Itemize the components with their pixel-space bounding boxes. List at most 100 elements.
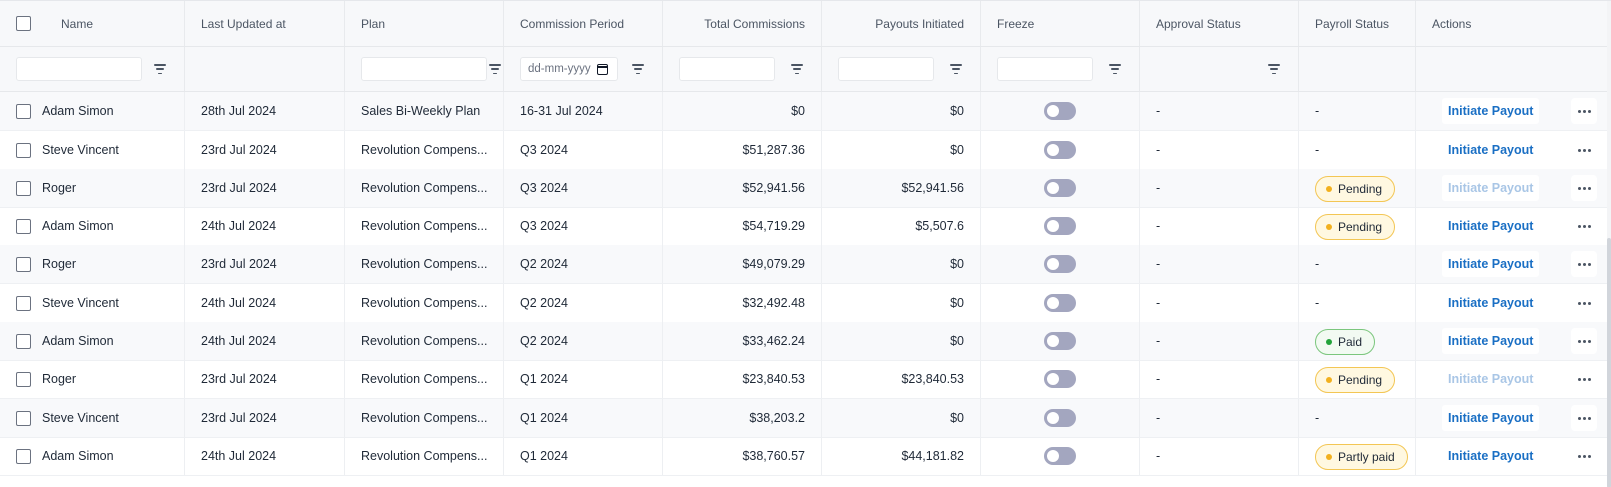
name-filter-icon[interactable] xyxy=(152,62,168,76)
payouts-initiated-cell: $44,181.82 xyxy=(822,437,981,475)
more-options-icon[interactable] xyxy=(1571,137,1597,163)
calendar-icon[interactable] xyxy=(596,63,608,75)
initiate-payout-button[interactable]: Initiate Payout xyxy=(1442,251,1540,277)
payee-name: Steve Vincent xyxy=(42,296,119,310)
table-row[interactable]: Roger 23rd Jul 2024 Revolution Compens..… xyxy=(0,360,1607,399)
initiate-payout-button[interactable]: Initiate Payout xyxy=(1442,213,1540,239)
last-updated-cell: 23rd Jul 2024 xyxy=(185,131,345,169)
scrollbar-thumb[interactable] xyxy=(1607,238,1611,487)
payroll-status-label: Pending xyxy=(1338,373,1383,387)
header-last-updated[interactable]: Last Updated at xyxy=(185,1,345,46)
header-freeze[interactable]: Freeze xyxy=(981,1,1140,46)
table-row[interactable]: Steve Vincent 24th Jul 2024 Revolution C… xyxy=(0,284,1607,323)
select-all-checkbox[interactable] xyxy=(16,16,31,31)
freeze-toggle[interactable] xyxy=(1044,102,1076,120)
payee-name: Roger xyxy=(42,257,77,271)
table-row[interactable]: Adam Simon 24th Jul 2024 Revolution Comp… xyxy=(0,207,1607,246)
more-options-icon[interactable] xyxy=(1571,213,1597,239)
header-name-label[interactable]: Name xyxy=(61,16,94,31)
payroll-status-badge: Partly paid xyxy=(1315,444,1408,470)
header-payouts-initiated[interactable]: Payouts Initiated xyxy=(822,1,981,46)
table-row[interactable]: Adam Simon 24th Jul 2024 Revolution Comp… xyxy=(0,437,1607,476)
row-checkbox[interactable] xyxy=(16,218,31,234)
header-total-commissions[interactable]: Total Commissions xyxy=(663,1,822,46)
period-value: Q2 2024 xyxy=(520,334,568,348)
freeze-toggle[interactable] xyxy=(1044,255,1076,273)
more-options-icon[interactable] xyxy=(1571,405,1597,431)
approval-status-value: - xyxy=(1156,257,1161,271)
header-approval-status[interactable]: Approval Status xyxy=(1140,1,1299,46)
table-row[interactable]: Steve Vincent 23rd Jul 2024 Revolution C… xyxy=(0,131,1607,170)
more-options-icon[interactable] xyxy=(1571,175,1597,201)
row-checkbox[interactable] xyxy=(16,142,31,158)
initiate-payout-button[interactable]: Initiate Payout xyxy=(1442,443,1540,469)
approval-status-cell: - xyxy=(1140,399,1299,437)
payouts-filter-icon[interactable] xyxy=(948,62,964,76)
row-checkbox[interactable] xyxy=(16,295,31,311)
freeze-filter-icon[interactable] xyxy=(1107,62,1123,76)
payouts-filter-input[interactable] xyxy=(838,57,934,81)
filter-payouts-cell xyxy=(822,47,981,91)
plan-filter-input[interactable] xyxy=(361,57,487,81)
freeze-filter-input[interactable] xyxy=(997,57,1093,81)
total-commissions-cell: $49,079.29 xyxy=(663,245,822,283)
table-row[interactable]: Steve Vincent 23rd Jul 2024 Revolution C… xyxy=(0,399,1607,438)
more-options-icon[interactable] xyxy=(1571,251,1597,277)
total-commissions-cell: $23,840.53 xyxy=(663,360,822,398)
more-options-icon[interactable] xyxy=(1571,328,1597,354)
header-payouts-initiated-label: Payouts Initiated xyxy=(875,16,964,31)
row-checkbox[interactable] xyxy=(16,371,31,387)
row-checkbox[interactable] xyxy=(16,103,31,119)
initiate-payout-button[interactable]: Initiate Payout xyxy=(1442,137,1540,163)
more-options-icon[interactable] xyxy=(1571,290,1597,316)
initiate-payout-button[interactable]: Initiate Payout xyxy=(1442,98,1540,124)
header-freeze-label: Freeze xyxy=(997,16,1035,31)
row-checkbox[interactable] xyxy=(16,333,31,349)
payee-name: Adam Simon xyxy=(42,334,114,348)
more-options-icon[interactable] xyxy=(1571,443,1597,469)
header-payroll-status[interactable]: Payroll Status xyxy=(1299,1,1416,46)
initiate-payout-button[interactable]: Initiate Payout xyxy=(1442,405,1540,431)
initiate-payout-button[interactable]: Initiate Payout xyxy=(1442,290,1540,316)
freeze-toggle[interactable] xyxy=(1044,447,1076,465)
initiate-payout-button[interactable]: Initiate Payout xyxy=(1442,175,1540,201)
freeze-toggle[interactable] xyxy=(1044,294,1076,312)
initiate-payout-button[interactable]: Initiate Payout xyxy=(1442,366,1540,392)
period-date-input[interactable]: dd-mm-yyyy xyxy=(520,57,618,81)
payouts-initiated-value: $0 xyxy=(950,334,964,348)
total-commissions-value: $52,941.56 xyxy=(742,181,805,195)
table-row[interactable]: Adam Simon 24th Jul 2024 Revolution Comp… xyxy=(0,322,1607,361)
total-filter-icon[interactable] xyxy=(789,62,805,76)
initiate-payout-button[interactable]: Initiate Payout xyxy=(1442,328,1540,354)
name-filter-input[interactable] xyxy=(16,57,142,81)
approval-filter-icon[interactable] xyxy=(1266,62,1282,76)
period-cell: Q1 2024 xyxy=(504,399,663,437)
freeze-toggle[interactable] xyxy=(1044,141,1076,159)
more-options-icon[interactable] xyxy=(1571,366,1597,392)
actions-cell: Initiate Payout xyxy=(1416,207,1607,245)
more-options-icon[interactable] xyxy=(1571,98,1597,124)
table-row[interactable]: Adam Simon 28th Jul 2024 Sales Bi-Weekly… xyxy=(0,92,1607,131)
payouts-initiated-cell: $23,840.53 xyxy=(822,360,981,398)
freeze-toggle[interactable] xyxy=(1044,409,1076,427)
freeze-toggle[interactable] xyxy=(1044,217,1076,235)
freeze-toggle[interactable] xyxy=(1044,370,1076,388)
approval-status-cell: - xyxy=(1140,245,1299,283)
header-plan[interactable]: Plan xyxy=(345,1,504,46)
row-checkbox[interactable] xyxy=(16,180,31,196)
total-filter-input[interactable] xyxy=(679,57,775,81)
table-row[interactable]: Roger 23rd Jul 2024 Revolution Compens..… xyxy=(0,245,1607,284)
plan-filter-icon[interactable] xyxy=(487,62,503,76)
total-commissions-value: $32,492.48 xyxy=(742,296,805,310)
table-row[interactable]: Roger 23rd Jul 2024 Revolution Compens..… xyxy=(0,169,1607,208)
period-filter-icon[interactable] xyxy=(630,62,646,76)
header-commission-period[interactable]: Commission Period xyxy=(504,1,663,46)
freeze-toggle[interactable] xyxy=(1044,332,1076,350)
row-checkbox[interactable] xyxy=(16,448,31,464)
approval-status-value: - xyxy=(1156,181,1161,195)
freeze-toggle[interactable] xyxy=(1044,179,1076,197)
freeze-cell xyxy=(981,207,1140,245)
row-checkbox[interactable] xyxy=(16,410,31,426)
freeze-cell xyxy=(981,131,1140,169)
row-checkbox[interactable] xyxy=(16,256,31,272)
